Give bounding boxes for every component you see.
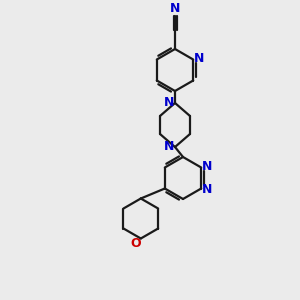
- Text: N: N: [170, 2, 180, 16]
- Text: O: O: [130, 237, 141, 250]
- Text: N: N: [202, 183, 212, 196]
- Text: N: N: [202, 160, 212, 173]
- Text: N: N: [194, 52, 204, 65]
- Text: N: N: [164, 97, 174, 110]
- Text: N: N: [164, 140, 174, 154]
